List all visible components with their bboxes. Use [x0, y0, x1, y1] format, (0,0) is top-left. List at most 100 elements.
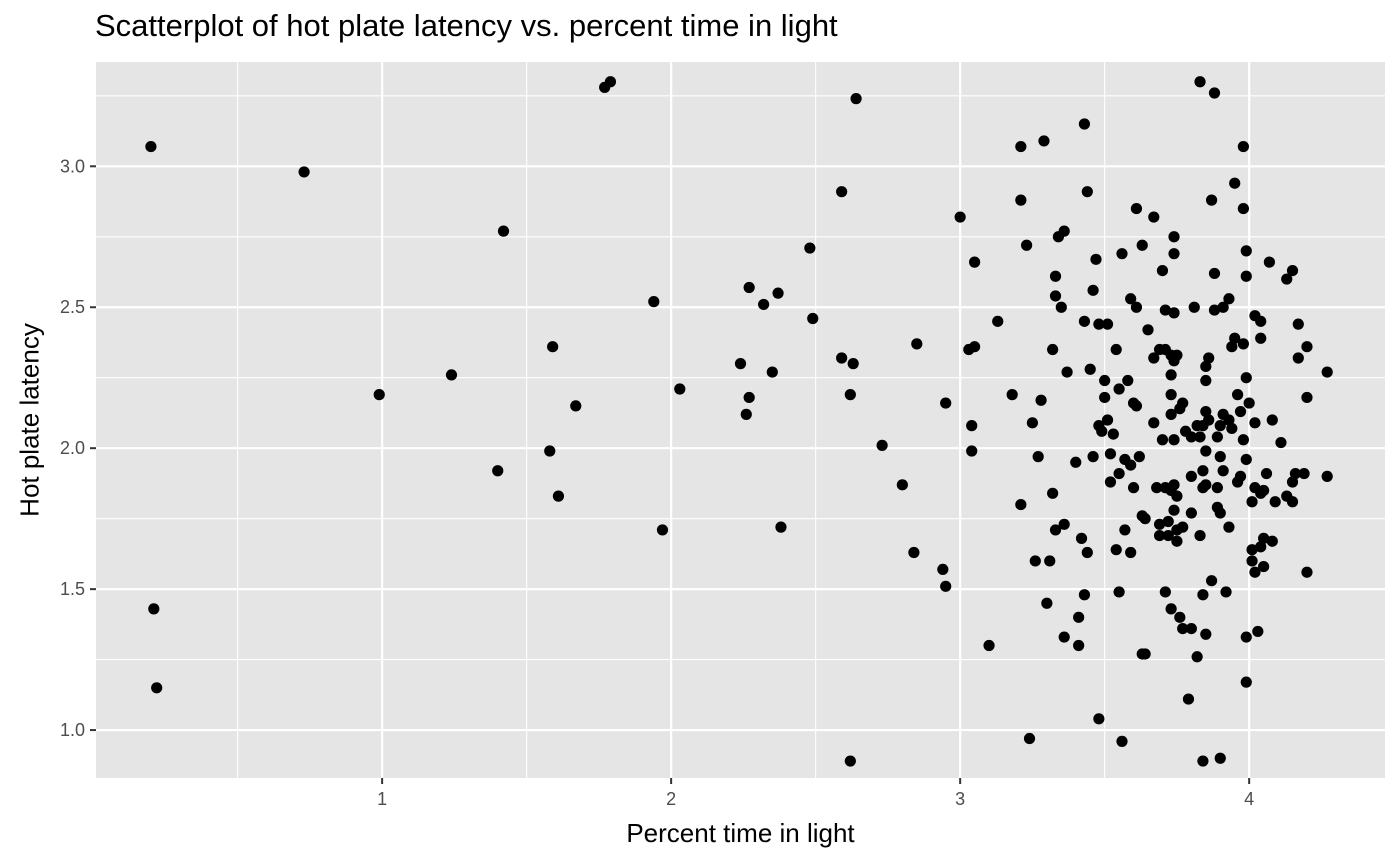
data-point: [908, 546, 920, 559]
data-point: [544, 445, 556, 457]
data-point: [1142, 324, 1154, 336]
data-point: [1237, 140, 1249, 153]
data-point: [1223, 414, 1235, 426]
data-point: [1058, 631, 1070, 643]
data-point: [1047, 343, 1059, 356]
data-point: [1049, 290, 1062, 302]
y-tick-label: 2.5: [60, 297, 85, 317]
x-tick-label: 2: [666, 789, 676, 809]
data-point: [1093, 713, 1105, 725]
data-point: [983, 639, 995, 652]
data-point: [766, 366, 778, 378]
data-point: [1177, 622, 1189, 635]
data-point: [497, 225, 510, 237]
data-point: [1234, 470, 1247, 482]
data-point: [1185, 507, 1197, 519]
data-point: [1217, 301, 1229, 313]
data-point: [492, 465, 504, 477]
data-point: [969, 341, 981, 353]
data-point: [1171, 535, 1183, 547]
data-point: [1093, 318, 1105, 330]
data-point: [570, 400, 582, 412]
data-point: [1055, 301, 1067, 313]
data-point: [674, 383, 686, 395]
data-point: [148, 603, 160, 615]
data-point: [1249, 417, 1261, 429]
data-point: [1090, 253, 1102, 265]
y-tick-label: 1.5: [60, 579, 85, 599]
data-point: [1246, 544, 1258, 556]
data-point: [1148, 211, 1160, 223]
data-point: [1168, 504, 1180, 516]
data-point: [1301, 391, 1313, 404]
data-point: [850, 93, 862, 105]
data-point: [1101, 318, 1114, 330]
data-point: [1289, 467, 1302, 480]
data-point: [1006, 389, 1018, 401]
data-point: [1200, 479, 1212, 491]
data-point: [966, 445, 978, 457]
data-point: [1084, 363, 1096, 375]
data-point: [1130, 301, 1143, 313]
data-point: [1223, 293, 1235, 305]
data-point: [1049, 524, 1062, 536]
data-points: [145, 76, 1333, 767]
data-point: [1229, 332, 1241, 344]
data-point: [1015, 498, 1027, 511]
data-point: [1263, 256, 1275, 268]
data-point: [836, 186, 848, 198]
data-point: [1286, 496, 1299, 508]
data-point: [1127, 482, 1140, 494]
data-point: [1041, 597, 1053, 609]
data-point: [1023, 732, 1036, 745]
data-point: [1125, 293, 1137, 305]
data-point: [1165, 389, 1177, 401]
data-point: [1185, 622, 1197, 635]
data-point: [1136, 239, 1148, 251]
data-point: [1058, 225, 1070, 237]
data-point: [1185, 431, 1197, 443]
data-point: [1159, 586, 1171, 598]
data-point: [1177, 397, 1189, 409]
data-point: [1292, 318, 1304, 330]
data-point: [1153, 529, 1166, 542]
data-point: [940, 397, 952, 409]
data-point: [1058, 518, 1070, 530]
data-point: [1298, 467, 1310, 480]
data-point: [1171, 349, 1183, 361]
y-tick-label: 2.0: [60, 438, 85, 458]
data-point: [1021, 239, 1033, 251]
data-point: [1240, 453, 1252, 466]
data-point: [1119, 524, 1131, 536]
data-point: [1122, 374, 1134, 387]
data-point: [1029, 555, 1041, 567]
data-point: [1240, 270, 1252, 282]
data-point: [1197, 755, 1209, 767]
data-point: [1165, 369, 1177, 381]
data-point: [1148, 417, 1160, 429]
data-point: [1185, 470, 1197, 482]
data-point: [552, 490, 565, 502]
data-point: [911, 338, 923, 350]
data-point: [743, 391, 755, 404]
data-point: [1255, 541, 1267, 553]
data-point: [1110, 343, 1122, 356]
data-point: [775, 521, 787, 533]
data-point: [1015, 140, 1027, 153]
data-point: [1168, 248, 1180, 260]
data-point: [1153, 518, 1166, 530]
data-point: [1197, 589, 1209, 601]
data-point: [844, 755, 856, 767]
data-point: [1171, 490, 1183, 502]
chart-title: Scatterplot of hot plate latency vs. per…: [95, 8, 838, 43]
data-point: [1032, 451, 1044, 463]
y-tick-label: 3.0: [60, 156, 85, 176]
major-gridlines: [96, 62, 1385, 778]
data-point: [1165, 603, 1177, 615]
data-point: [966, 420, 978, 432]
data-point: [1081, 186, 1093, 198]
data-point: [1255, 332, 1267, 344]
data-point: [1258, 484, 1270, 497]
data-point: [758, 298, 770, 311]
